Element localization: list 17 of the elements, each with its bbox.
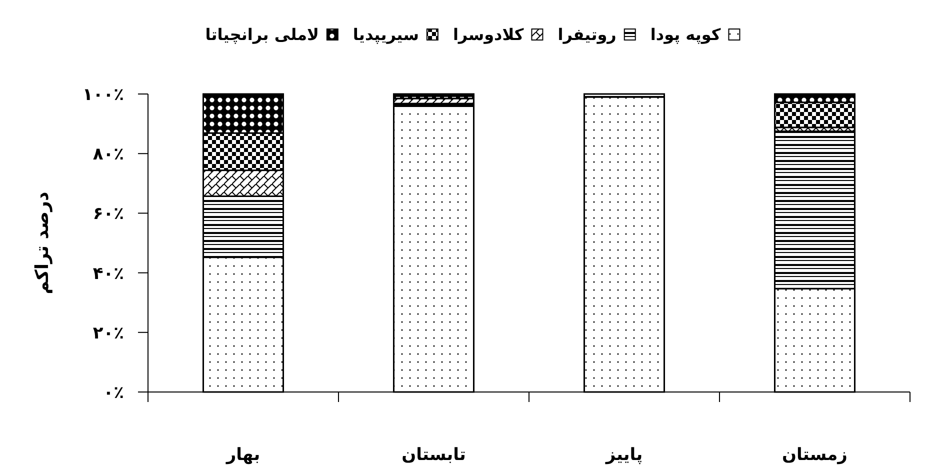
x-tick-label: پاییز	[604, 445, 643, 465]
y-tick-label: ۶۰٪	[92, 204, 124, 224]
y-axis-title: درصد تراکم	[32, 192, 53, 294]
y-tick-label: ۱۰۰٪	[82, 85, 124, 105]
legend-label: سیریپدیا	[352, 25, 419, 44]
x-tick-label: بهار	[225, 445, 260, 465]
y-tick-label: ۴۰٪	[92, 264, 124, 284]
bar	[392, 93, 475, 97]
legend-label: کوپه پودا	[650, 25, 722, 44]
x-tick-label: زمستان	[782, 445, 848, 465]
y-tick-label: ۲۰٪	[92, 323, 124, 344]
y-tick-label: ۸۰٪	[92, 144, 124, 165]
x-tick-label: تابستان	[402, 445, 466, 465]
legend-label: روتیفرا	[558, 25, 616, 44]
y-tick-label: ۰٪	[103, 383, 124, 403]
legend-label: لاملی برانچیاتا	[205, 25, 319, 44]
legend-label: کلادوسرا	[452, 25, 524, 44]
